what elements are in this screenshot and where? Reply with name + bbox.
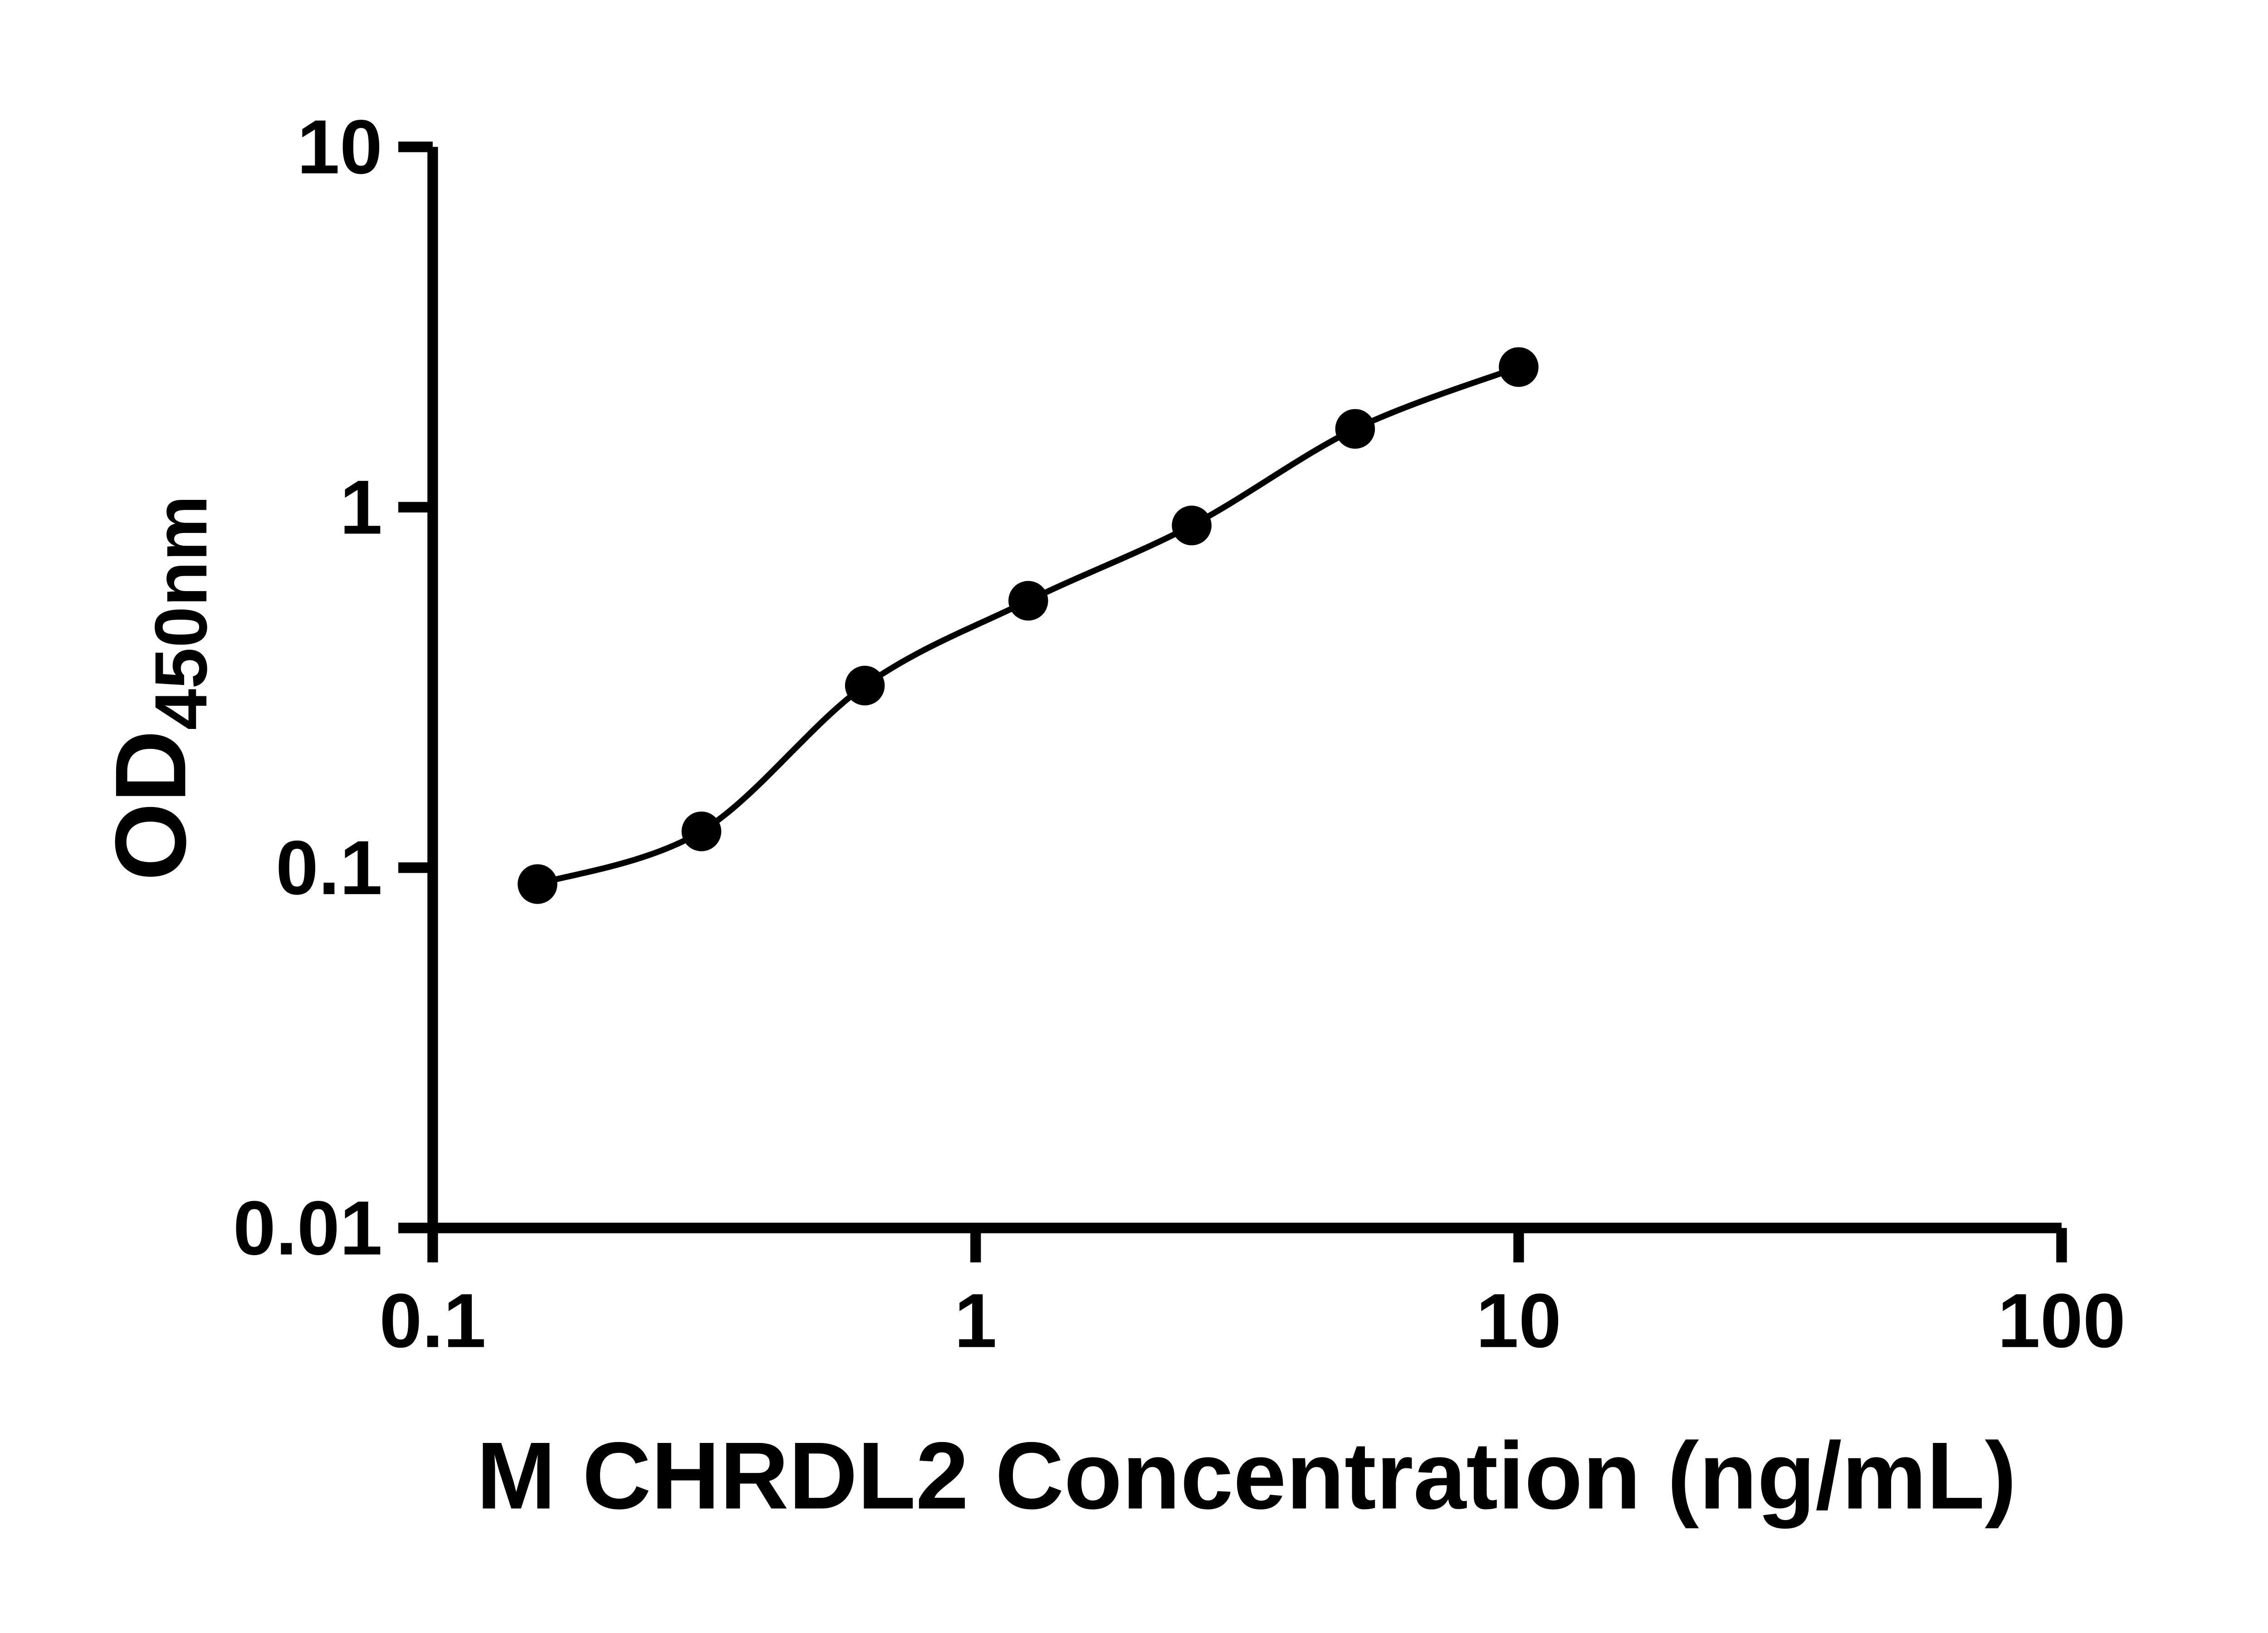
x-axis-tick-label: 100: [1998, 1278, 2126, 1364]
y-axis-tick-label: 1: [340, 464, 382, 550]
y-axis-tick-label: 0.01: [233, 1185, 382, 1271]
x-axis-tick-label: 0.1: [379, 1278, 486, 1364]
data-point: [1499, 347, 1539, 387]
y-axis-tick-label: 0.1: [276, 825, 382, 910]
x-axis-tick-label: 1: [954, 1278, 997, 1364]
data-point: [518, 864, 557, 904]
y-axis-title: OD450nm: [94, 495, 222, 881]
y-axis-tick-label: 10: [297, 104, 382, 190]
x-axis-title: M CHRDL2 Concentration (ng/mL): [476, 1423, 2016, 1529]
data-point: [845, 665, 885, 706]
data-point: [681, 812, 722, 851]
data-point: [1335, 409, 1375, 449]
y-axis-title-subscript: 450nm: [139, 495, 222, 730]
y-axis-title-base: OD: [94, 730, 206, 881]
fit-curve: [536, 364, 1520, 887]
elisa-standard-curve-figure: 0.1 1 10 100 0.01 0.1 1 10 OD450nm M CHRDL2 Con…: [94, 104, 2126, 1529]
x-axis-tick-label: 10: [1476, 1278, 1561, 1364]
data-point: [1008, 581, 1048, 621]
data-point: [1172, 505, 1212, 546]
plot-layer: [518, 347, 1539, 904]
